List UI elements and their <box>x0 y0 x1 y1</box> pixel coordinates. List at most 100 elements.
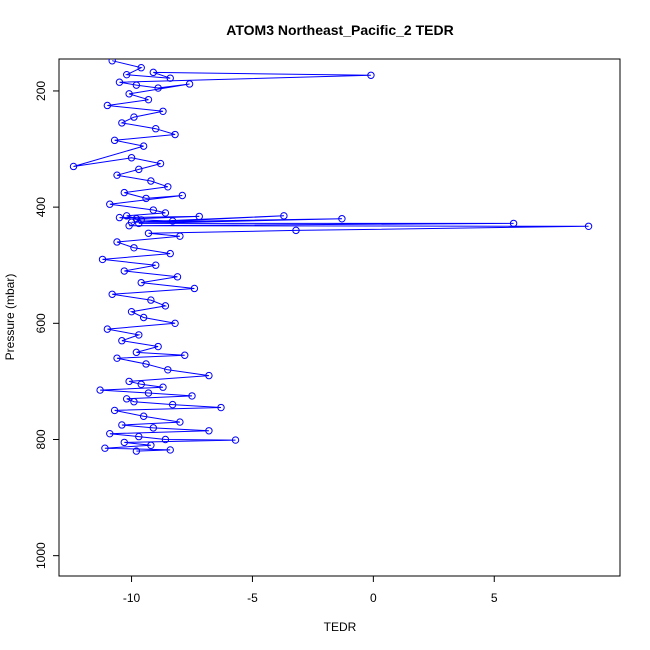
data-point <box>161 435 170 444</box>
x-tick-label: 5 <box>491 591 498 605</box>
data-point <box>69 162 78 171</box>
series-group <box>69 59 593 455</box>
data-point <box>166 446 174 454</box>
data-point <box>292 226 300 235</box>
data-point <box>166 249 174 258</box>
data-point <box>130 113 138 121</box>
data-point <box>217 403 225 412</box>
data-point <box>144 95 153 104</box>
data-point <box>137 64 145 72</box>
data-point <box>190 284 199 293</box>
series-line <box>73 60 589 452</box>
x-axis: -10 -5 0 5 <box>123 575 498 605</box>
data-point <box>144 229 153 237</box>
data-point <box>120 438 128 447</box>
data-point <box>159 383 167 391</box>
data-point <box>205 427 213 435</box>
data-point <box>156 159 165 168</box>
data-point <box>147 441 155 449</box>
data-point <box>152 261 160 269</box>
plot-area <box>69 59 593 455</box>
data-point <box>103 325 112 333</box>
data-point <box>118 337 126 345</box>
data-point <box>147 177 155 185</box>
data-point <box>127 307 136 316</box>
data-point <box>168 400 177 409</box>
data-point <box>144 389 153 397</box>
y-tick-label: 200 <box>34 81 48 101</box>
data-point <box>135 331 143 339</box>
data-point <box>110 136 119 145</box>
data-point <box>171 130 179 139</box>
data-point <box>164 366 172 374</box>
data-point <box>115 213 124 222</box>
data-point <box>176 232 184 240</box>
data-point <box>173 273 182 281</box>
data-point <box>130 244 138 252</box>
data-point <box>125 222 133 230</box>
data-point <box>188 392 196 400</box>
y-axis-label: Pressure (mbar) <box>3 274 17 361</box>
data-point <box>120 188 128 197</box>
x-tick-label: 0 <box>370 591 377 605</box>
x-axis-label: TEDR <box>324 620 357 634</box>
data-point <box>123 70 131 79</box>
data-point <box>154 84 162 92</box>
data-point <box>135 165 143 174</box>
data-point <box>113 354 121 362</box>
data-point <box>166 74 174 82</box>
data-point <box>142 194 150 203</box>
data-point <box>205 371 213 380</box>
data-point <box>149 206 158 214</box>
data-point <box>118 119 126 127</box>
data-point <box>231 436 240 444</box>
data-point <box>164 183 172 191</box>
data-point <box>139 313 148 322</box>
data-point <box>137 278 145 287</box>
data-point <box>367 71 375 79</box>
data-point <box>120 267 128 275</box>
data-point <box>132 81 141 89</box>
data-point <box>185 80 194 88</box>
data-point <box>101 444 109 452</box>
data-point <box>139 142 148 150</box>
y-tick-label: 1000 <box>34 542 48 569</box>
data-point <box>139 412 148 420</box>
data-point <box>125 377 133 386</box>
data-point <box>280 212 288 220</box>
data-point <box>154 342 162 351</box>
y-tick-label: 400 <box>34 197 48 217</box>
data-point <box>132 447 141 455</box>
data-point <box>123 395 131 403</box>
y-axis: 200 400 600 800 1000 <box>34 81 60 569</box>
chart-title: ATOM3 Northeast_Pacific_2 TEDR <box>226 22 453 38</box>
data-point <box>132 215 141 223</box>
data-point <box>142 360 150 368</box>
y-tick-label: 800 <box>34 429 48 449</box>
data-point <box>152 125 160 133</box>
data-point <box>149 68 158 77</box>
data-point <box>178 191 187 200</box>
data-point <box>113 238 121 246</box>
data-point <box>181 351 189 359</box>
x-tick-label: -10 <box>123 591 141 605</box>
data-point <box>509 219 518 228</box>
data-point <box>132 348 141 357</box>
data-point <box>149 424 158 432</box>
data-point <box>103 101 112 110</box>
data-point <box>108 290 116 298</box>
data-point <box>159 107 167 115</box>
data-point <box>584 222 593 230</box>
data-point <box>110 406 119 415</box>
data-point <box>195 212 203 221</box>
data-point <box>96 386 104 394</box>
data-point <box>115 78 124 86</box>
data-point <box>123 212 131 220</box>
data-point <box>161 209 170 217</box>
data-point <box>168 217 177 225</box>
data-point <box>338 215 346 223</box>
data-point <box>106 200 114 208</box>
x-tick-label: -5 <box>247 591 258 605</box>
data-point <box>125 90 133 98</box>
